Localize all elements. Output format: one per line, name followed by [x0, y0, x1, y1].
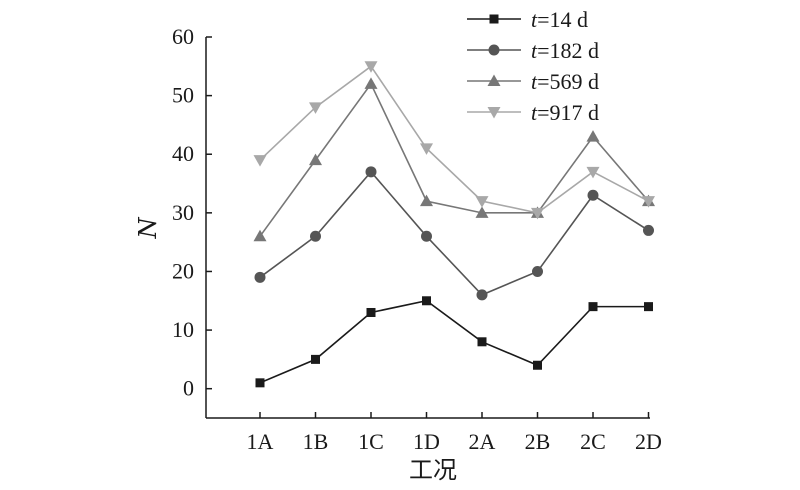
x-tick-label: 1D: [413, 429, 440, 454]
legend-item-3: t=569 d: [467, 69, 599, 94]
data-point: [310, 230, 321, 242]
series-2: [254, 166, 654, 301]
legend-label-rest: =14 d: [537, 7, 588, 32]
x-tick-label: 2D: [635, 429, 662, 454]
legend: t=14 dt=182 dt=569 dt=917 d: [467, 7, 599, 125]
legend-label-var: t: [531, 38, 538, 63]
y-axis-title: N: [134, 217, 162, 240]
data-point: [420, 194, 433, 207]
data-point: [253, 155, 267, 167]
y-tick-label: 50: [172, 83, 194, 108]
data-point: [586, 130, 600, 142]
data-point: [533, 360, 542, 370]
legend-label: t=14 d: [531, 7, 588, 32]
data-point: [365, 166, 377, 178]
data-point: [255, 378, 265, 388]
series-3: [253, 77, 655, 242]
data-point: [421, 230, 432, 242]
series-line: [259, 170, 649, 296]
data-point: [532, 265, 543, 277]
data-point: [422, 296, 431, 306]
data-point: [311, 354, 320, 364]
data-point: [587, 189, 599, 201]
data-point: [364, 77, 378, 89]
axes: 0 10 20 30 40 50 60 1A 1B 1C 1D 2A 2B 2C 2D: [172, 24, 662, 454]
data-point: [420, 143, 433, 155]
x-axis-title: 工况: [409, 456, 457, 484]
legend-label-rest: =569 d: [537, 69, 599, 94]
y-tick-label: 0: [183, 376, 194, 401]
data-point: [586, 166, 600, 179]
series-line: [259, 299, 649, 384]
data-point: [642, 196, 655, 208]
data-point: [366, 307, 376, 317]
data-point: [309, 102, 322, 114]
series-1: [255, 296, 653, 388]
series-line: [259, 65, 649, 214]
legend-label-rest: =917 d: [537, 100, 599, 125]
legend-marker: [489, 14, 499, 24]
x-tick-label: 2B: [525, 429, 551, 454]
legend-label-var: t: [531, 69, 538, 94]
x-tick-label: 2A: [469, 429, 496, 454]
series-layer: [253, 61, 655, 388]
data-point: [254, 271, 266, 283]
y-tick-label: 10: [172, 317, 194, 342]
data-point: [644, 302, 653, 312]
x-tick-label: 2C: [580, 429, 606, 454]
data-point: [476, 289, 488, 301]
legend-label-var: t: [531, 7, 538, 32]
y-tick-label: 20: [172, 258, 194, 283]
legend-item-1: t=14 d: [467, 7, 588, 32]
y-tick-label: 60: [172, 24, 194, 49]
legend-item-2: t=182 d: [467, 38, 599, 63]
data-point: [477, 337, 487, 347]
series-line: [259, 82, 650, 237]
legend-marker: [487, 74, 501, 86]
legend-item-4: t=917 d: [467, 100, 599, 125]
legend-marker: [488, 44, 500, 56]
x-tick-label: 1A: [247, 429, 274, 454]
legend-label-rest: =182 d: [537, 38, 599, 63]
y-tick-label: 30: [172, 200, 194, 225]
legend-marker: [487, 107, 501, 119]
data-point: [364, 61, 378, 73]
data-point: [588, 302, 598, 312]
data-point: [475, 206, 489, 218]
series-4: [253, 61, 655, 220]
y-tick-label: 40: [172, 141, 194, 166]
legend-label-var: t: [531, 100, 538, 125]
x-tick-label: 1C: [358, 429, 384, 454]
data-point: [531, 207, 544, 220]
data-point: [309, 153, 322, 166]
x-tick-label: 1B: [303, 429, 329, 454]
data-point: [253, 229, 267, 242]
legend-label: t=569 d: [531, 69, 599, 94]
data-point: [475, 196, 489, 208]
legend-label: t=917 d: [531, 100, 599, 125]
data-point: [643, 224, 654, 236]
legend-label: t=182 d: [531, 38, 599, 63]
